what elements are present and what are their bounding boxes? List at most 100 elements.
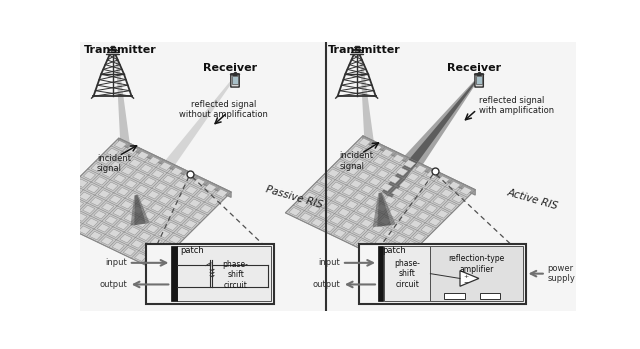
Polygon shape	[396, 168, 408, 176]
Polygon shape	[403, 160, 416, 168]
Polygon shape	[360, 219, 372, 228]
Polygon shape	[193, 178, 205, 187]
Polygon shape	[323, 190, 335, 198]
Polygon shape	[395, 201, 407, 210]
Polygon shape	[200, 204, 212, 213]
Polygon shape	[152, 170, 164, 178]
FancyBboxPatch shape	[231, 74, 239, 87]
Polygon shape	[71, 200, 84, 208]
Polygon shape	[124, 214, 136, 222]
Polygon shape	[159, 196, 171, 205]
Polygon shape	[143, 211, 156, 220]
Polygon shape	[346, 200, 358, 209]
Bar	[384, 246, 431, 302]
Polygon shape	[381, 149, 393, 157]
Polygon shape	[157, 230, 170, 238]
Polygon shape	[372, 193, 396, 227]
Polygon shape	[162, 209, 174, 217]
Polygon shape	[405, 240, 418, 249]
Polygon shape	[177, 228, 189, 236]
Bar	[80, 42, 326, 311]
Polygon shape	[132, 206, 144, 214]
Polygon shape	[146, 258, 158, 267]
Polygon shape	[410, 220, 422, 228]
Text: phase-
shift
circuit: phase- shift circuit	[394, 259, 420, 289]
Polygon shape	[338, 208, 350, 217]
Polygon shape	[346, 166, 359, 175]
Polygon shape	[418, 178, 431, 187]
Polygon shape	[415, 165, 427, 173]
Polygon shape	[184, 220, 197, 228]
Polygon shape	[132, 172, 145, 180]
Polygon shape	[377, 170, 389, 178]
Polygon shape	[100, 237, 113, 245]
Polygon shape	[403, 194, 415, 202]
Polygon shape	[110, 161, 122, 170]
Polygon shape	[422, 191, 434, 200]
Polygon shape	[116, 221, 129, 230]
Text: incident
signal: incident signal	[97, 154, 131, 173]
Polygon shape	[137, 151, 149, 160]
Polygon shape	[300, 213, 312, 221]
Polygon shape	[351, 146, 363, 154]
Bar	[172, 246, 177, 302]
Polygon shape	[394, 235, 406, 244]
Polygon shape	[343, 154, 355, 162]
Polygon shape	[129, 159, 141, 168]
Polygon shape	[105, 216, 117, 224]
Polygon shape	[79, 192, 92, 201]
Text: reflected signal
with amplification: reflected signal with amplification	[479, 96, 554, 115]
Polygon shape	[460, 187, 472, 195]
Polygon shape	[421, 225, 433, 233]
Polygon shape	[349, 214, 362, 222]
Polygon shape	[112, 242, 124, 251]
Polygon shape	[383, 230, 396, 238]
Polygon shape	[166, 188, 179, 197]
Text: input: input	[319, 258, 340, 267]
Polygon shape	[373, 157, 385, 165]
Polygon shape	[341, 221, 354, 230]
Text: Receiver: Receiver	[204, 63, 257, 73]
Polygon shape	[116, 59, 137, 198]
Bar	[177, 246, 271, 302]
Polygon shape	[102, 169, 115, 177]
Polygon shape	[331, 182, 343, 191]
Polygon shape	[134, 195, 146, 225]
Polygon shape	[449, 181, 461, 190]
Polygon shape	[75, 213, 87, 221]
Polygon shape	[177, 194, 190, 202]
Polygon shape	[120, 200, 133, 209]
Polygon shape	[354, 159, 367, 168]
Polygon shape	[127, 227, 140, 235]
Polygon shape	[98, 190, 110, 198]
Text: input: input	[106, 258, 127, 267]
Polygon shape	[362, 151, 374, 160]
Text: incident
signal: incident signal	[340, 151, 374, 171]
Polygon shape	[90, 231, 102, 240]
Polygon shape	[370, 143, 382, 152]
Polygon shape	[173, 214, 186, 223]
Polygon shape	[131, 240, 143, 248]
Polygon shape	[147, 191, 159, 199]
Polygon shape	[387, 209, 399, 217]
Polygon shape	[135, 219, 148, 228]
Polygon shape	[142, 245, 155, 254]
Polygon shape	[375, 237, 387, 246]
Polygon shape	[208, 196, 220, 205]
Polygon shape	[363, 136, 476, 195]
Polygon shape	[155, 183, 167, 191]
Polygon shape	[308, 205, 320, 214]
Polygon shape	[383, 196, 396, 205]
Polygon shape	[444, 202, 456, 210]
Polygon shape	[102, 203, 114, 211]
Polygon shape	[154, 251, 166, 259]
Polygon shape	[328, 169, 340, 177]
Polygon shape	[339, 174, 351, 183]
Polygon shape	[390, 222, 403, 231]
Polygon shape	[131, 195, 150, 225]
Polygon shape	[335, 195, 347, 203]
Polygon shape	[185, 186, 198, 194]
Polygon shape	[78, 226, 91, 235]
Polygon shape	[345, 235, 357, 243]
FancyBboxPatch shape	[475, 74, 483, 87]
